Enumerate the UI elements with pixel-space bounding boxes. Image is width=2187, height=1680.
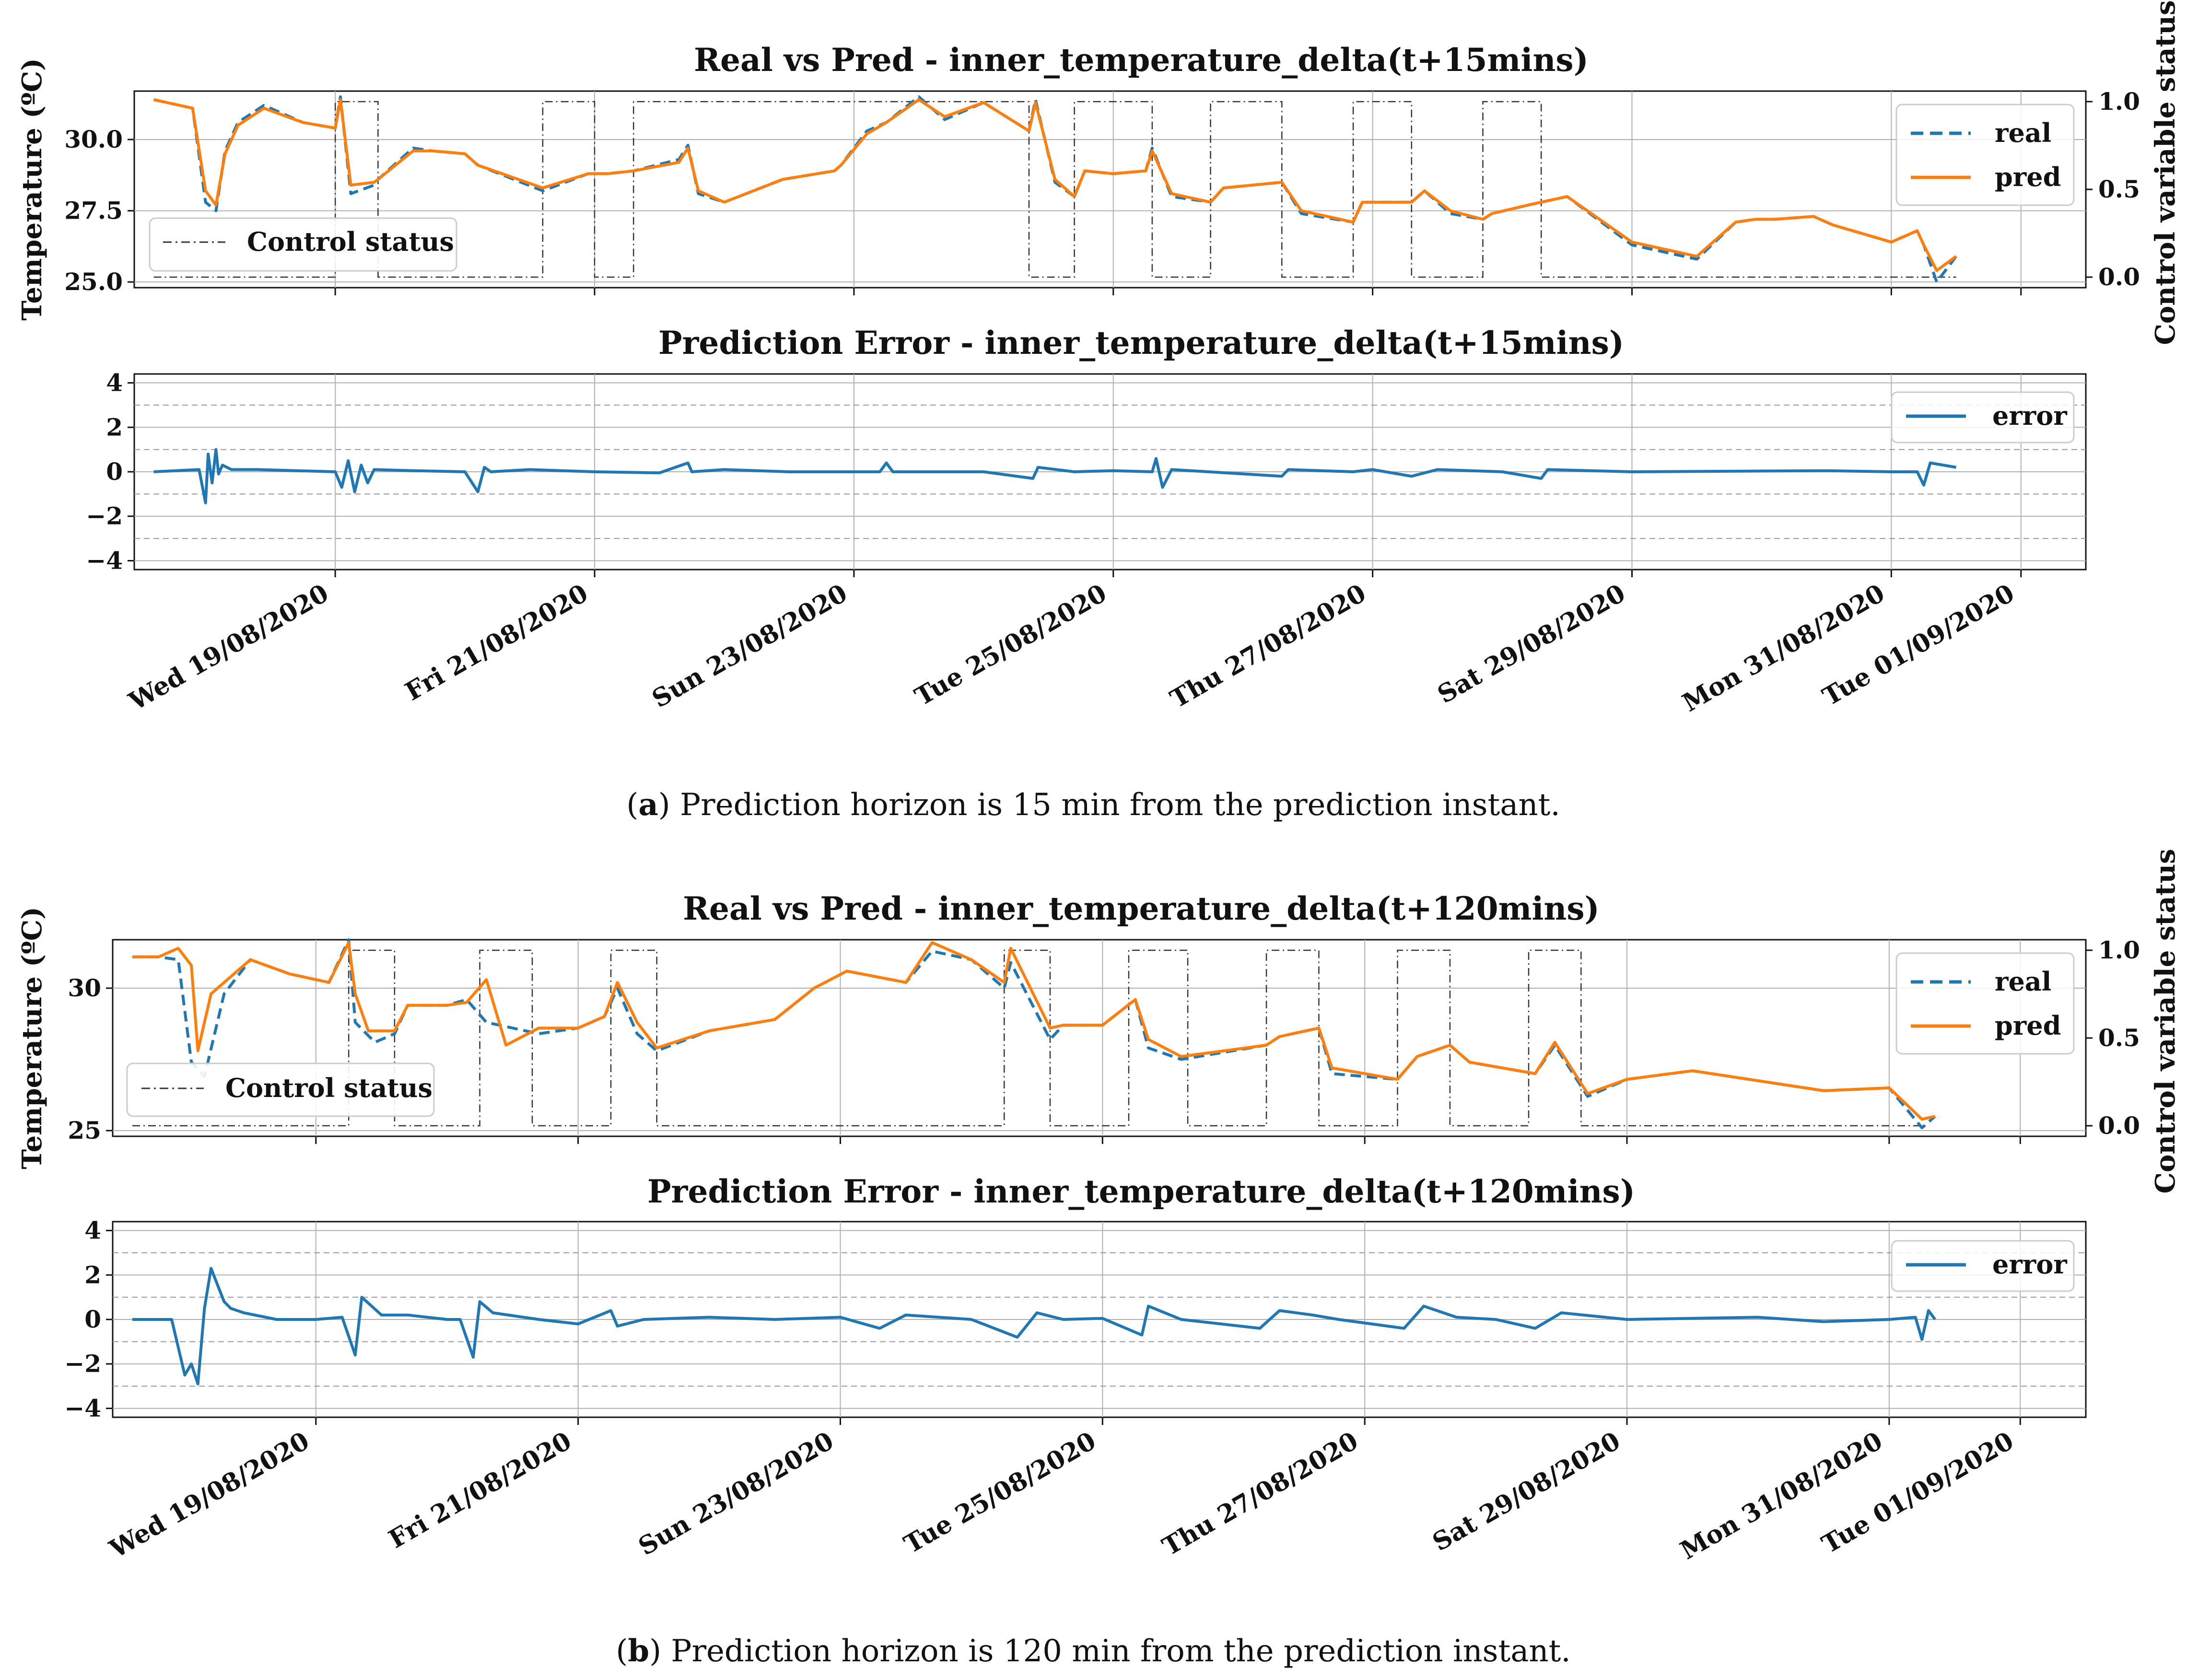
legend-control-label: Control status: [247, 226, 454, 257]
y-axis-ticks: −4 −2 0 2 4: [64, 1216, 113, 1422]
chart-a-temperature: Real vs Pred - inner_temperature_delta(t…: [16, 0, 2181, 345]
x-tick-label: Sat 29/08/2020: [1433, 578, 1630, 709]
series-lines: [153, 95, 1957, 284]
y2-tick-label: 1.0: [2098, 936, 2140, 964]
chart-a-error: Prediction Error - inner_temperature_del…: [86, 324, 2087, 718]
y-tick-label: −4: [86, 546, 123, 574]
legend-error-label: error: [1992, 1249, 2067, 1280]
y-tick-label: 2: [84, 1260, 101, 1289]
y2-tick-label: 1.0: [2098, 87, 2140, 116]
caption-a-label: a: [638, 787, 658, 823]
series-error: [132, 1267, 1937, 1386]
x-tick-label: Tue 25/08/2020: [899, 1426, 1101, 1559]
y2-tick-label: 0.0: [2098, 1111, 2140, 1140]
x-tick-label: Wed 19/08/2020: [124, 578, 334, 716]
legend-box: [1895, 952, 2075, 1055]
legend-box: [1891, 1240, 2075, 1292]
y-tick-label: 4: [106, 369, 123, 397]
chart-title: Real vs Pred - inner_temperature_delta(t…: [694, 41, 1589, 79]
series-error: [153, 448, 1957, 504]
y-tick-label: −2: [86, 502, 123, 530]
legend: real pred: [1895, 952, 2075, 1055]
legend-control-box: [126, 1062, 435, 1117]
control-status-line: [153, 101, 1956, 278]
legend-real-label: real: [1995, 117, 2051, 148]
grid: [134, 91, 2086, 288]
legend: error: [1891, 391, 2075, 443]
legend-pred-label: pred: [1995, 1010, 2061, 1041]
y-axis-label: Temperature (ºC): [16, 907, 48, 1169]
legend-box: [1891, 391, 2075, 443]
y-axis-ticks: 25.0 27.5 30.0: [64, 125, 2022, 296]
x-axis-ticks: Wed 19/08/2020 Fri 21/08/2020 Sun 23/08/20…: [105, 1417, 2021, 1565]
y-tick-label: 0: [106, 457, 123, 486]
legend-control-box: [149, 217, 457, 272]
y2-axis-label: Control variable status: [2150, 0, 2181, 345]
series-lines: [132, 938, 1936, 1130]
y2-tick-label: 0.5: [2098, 1024, 2140, 1052]
y-tick-label: 30: [68, 974, 101, 1002]
series-lines: [153, 448, 1957, 504]
x-axis-ticks: Wed 19/08/2020 Fri 21/08/2020 Sun 23/08/20…: [124, 570, 2022, 718]
y2-tick-label: 0.5: [2098, 175, 2140, 203]
y2-tick-label: 0.0: [2098, 263, 2140, 291]
legend-control: Control status: [126, 1062, 435, 1117]
legend-control: Control status: [149, 217, 457, 272]
y-tick-label: 25.0: [64, 268, 123, 296]
y-tick-label: 27.5: [64, 197, 123, 225]
chart-title: Prediction Error - inner_temperature_del…: [658, 324, 1624, 362]
caption-b-text: ) Prediction horizon is 120 min from the…: [649, 1633, 1571, 1669]
legend-error-label: error: [1992, 400, 2067, 431]
legend-pred-label: pred: [1995, 162, 2061, 192]
legend-control-label: Control status: [225, 1073, 433, 1103]
y-tick-label: −4: [64, 1394, 101, 1422]
y-tick-label: 0: [84, 1305, 101, 1333]
series-pred: [132, 941, 1936, 1121]
y-tick-label: 2: [106, 413, 123, 441]
legend: real pred: [1895, 104, 2075, 206]
y-tick-label: 25: [68, 1116, 101, 1144]
x-tick-label: Sun 23/08/2020: [647, 578, 853, 713]
x-tick-label: Thu 27/08/2020: [1158, 1426, 1363, 1562]
caption-b: (b) Prediction horizon is 120 min from t…: [616, 1633, 1570, 1669]
chart-b-temperature: Real vs Pred - inner_temperature_delta(t…: [16, 849, 2181, 1193]
x-tick-label: Fri 21/08/2020: [384, 1426, 576, 1554]
y-axis-ticks: −4 −2 0 2 4: [86, 369, 134, 574]
y-tick-label: 30.0: [64, 125, 123, 153]
y2-axis-ticks: 0.0 0.5 1.0: [2086, 936, 2140, 1140]
control-status-series: [153, 101, 1956, 278]
caption-b-label: b: [628, 1633, 649, 1669]
y-tick-label: 4: [84, 1216, 101, 1245]
legend: error: [1891, 1240, 2075, 1292]
x-tick-label: Thu 27/08/2020: [1165, 578, 1371, 714]
x-tick-label: Fri 21/08/2020: [400, 578, 593, 706]
x-tick-label: Sun 23/08/2020: [633, 1426, 839, 1561]
y2-axis-label: Control variable status: [2150, 849, 2181, 1193]
control-status-series: [132, 949, 1929, 1127]
y-axis-label: Temperature (ºC): [16, 58, 48, 320]
y-tick-label: −2: [64, 1350, 101, 1378]
caption-a: (a) Prediction horizon is 15 min from th…: [626, 787, 1560, 823]
legend-box: [1895, 104, 2075, 206]
x-tick-label: Wed 19/08/2020: [105, 1426, 315, 1564]
caption-a-text: ) Prediction horizon is 15 min from the …: [658, 787, 1560, 823]
y-axis-ticks: 25 30: [68, 974, 2021, 1144]
series-lines: [132, 1267, 1937, 1386]
y2-axis-ticks: 0.0 0.5 1.0: [2086, 87, 2140, 291]
legend-real-label: real: [1995, 966, 2051, 997]
chart-title: Prediction Error - inner_temperature_del…: [647, 1173, 1635, 1210]
chart-title: Real vs Pred - inner_temperature_delta(t…: [683, 890, 1600, 927]
chart-b-error: Prediction Error - inner_temperature_del…: [64, 1173, 2087, 1565]
series-pred: [153, 98, 1957, 272]
x-tick-label: Sat 29/08/2020: [1427, 1426, 1625, 1557]
x-tick-label: Tue 25/08/2020: [910, 578, 1112, 712]
control-status-line: [132, 949, 1929, 1127]
